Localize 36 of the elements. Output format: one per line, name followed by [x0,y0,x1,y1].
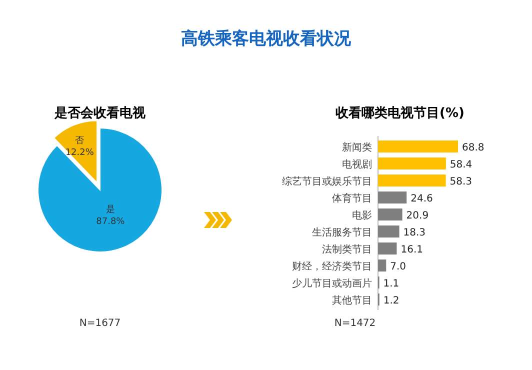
text: N=1677 [79,318,121,329]
y-tick-label: 电视剧 [342,158,372,170]
bar [378,174,446,186]
data-label: 18.3 [403,228,426,238]
bar [378,140,458,152]
data-label: 68.8 [462,142,484,154]
text: 高铁乘客电视收看状况 [181,29,352,49]
text: N=1472 [334,318,376,329]
data-label: 24.6 [410,194,433,204]
data-label: 20.9 [406,210,429,222]
bar [378,208,402,220]
y-tick-label: 少儿节目或动画片 [292,278,372,290]
y-tick-label: 新闻类 [342,142,372,154]
chart-title: 收看哪类电视节目(%) [336,105,464,121]
data-label: 58.3 [450,176,472,188]
y-tick-label: 电影 [352,210,372,222]
chart-subtitle: 是否会收看电视 [54,105,146,121]
y-tick-label: 法制类节目 [322,244,372,256]
data-label: 1.2 [383,296,400,306]
y-tick-label: 生活服务节目 [312,226,372,238]
slice-label: 是 [106,204,115,215]
y-tick-label: 其他节目 [332,294,372,306]
bar [378,158,446,170]
y-tick-label: 体育节目 [332,192,372,204]
y-tick-label: 综艺节目或娱乐节目 [282,176,372,188]
bar [378,260,386,272]
data-label: 1.1 [383,278,400,290]
data-label: 87.8% [96,216,126,227]
slice-label: 否 [75,136,84,146]
bar [378,192,407,204]
data-label: 16.1 [400,244,423,256]
bar [378,226,400,238]
y-tick-label: 财经，经济类节目 [292,260,372,272]
bar [378,242,397,254]
data-label: 7.0 [390,262,406,272]
data-label: 58.4 [450,160,472,170]
